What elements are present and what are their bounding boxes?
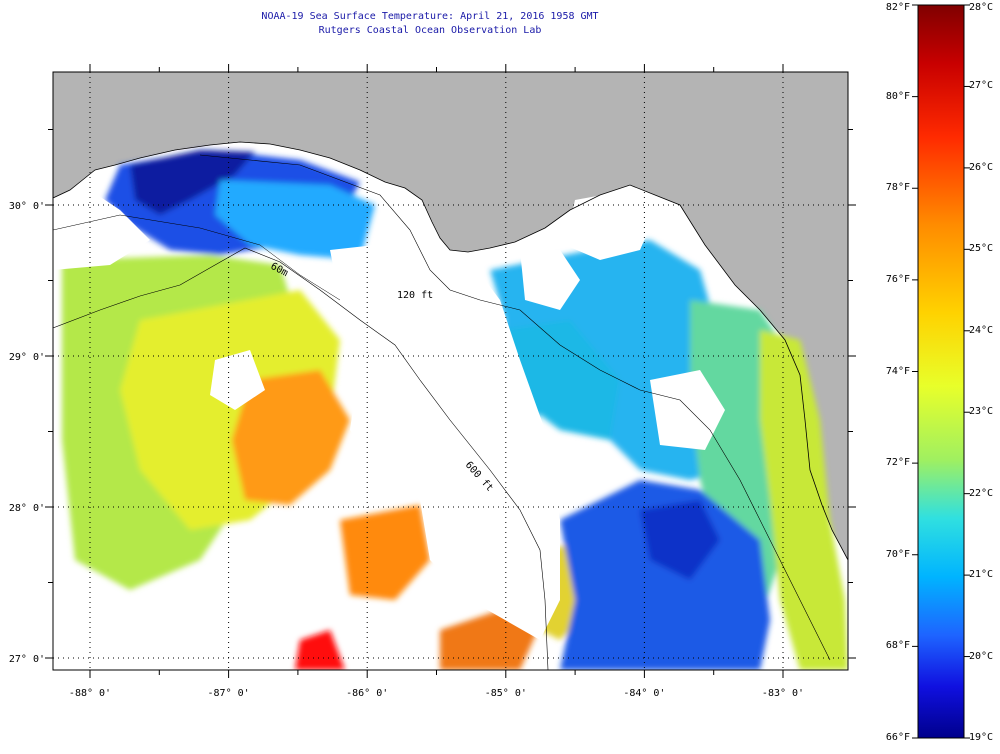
land bbox=[53, 72, 848, 560]
colorbar-f-label: 80°F bbox=[885, 90, 910, 102]
colorbar-f-label: 82°F bbox=[885, 2, 910, 13]
cloud-mask-east-bay bbox=[565, 190, 655, 260]
colorbar-c-label: 28°C bbox=[969, 2, 994, 13]
colorbar bbox=[917, 4, 965, 739]
lon-tick-label: -84° 0' bbox=[623, 688, 665, 699]
colorbar-c-label: 21°C bbox=[969, 569, 994, 581]
cloud-mask-center-small bbox=[210, 350, 265, 410]
sst-patch-orange-center bbox=[232, 370, 350, 505]
colorbar-f-label: 76°F bbox=[885, 273, 910, 285]
contour-label-120ft: 120 ft bbox=[397, 290, 433, 301]
map-border bbox=[52, 71, 849, 671]
sst-patch-cyan-shelf-mid bbox=[500, 320, 620, 440]
contour-line-outer bbox=[53, 214, 341, 301]
colorbar-f-label: 78°F bbox=[885, 182, 910, 194]
lon-tick-label: -83° 0' bbox=[762, 688, 804, 699]
colorbar-c-label: 20°C bbox=[969, 650, 994, 662]
colorbar-f-label: 68°F bbox=[885, 640, 910, 652]
cloud-mask-east-mid bbox=[650, 370, 725, 450]
lon-tick-label: -85° 0' bbox=[485, 688, 527, 699]
lat-tick-label: 30° 0' bbox=[9, 201, 45, 212]
lat-tick-label: 28° 0' bbox=[9, 503, 45, 514]
sst-patch-orange-sw bbox=[340, 505, 430, 600]
lon-tick-label: -88° 0' bbox=[69, 688, 111, 699]
colorbar-c-label: 19°C bbox=[969, 732, 994, 743]
sst-patch-darkblue-coast bbox=[130, 150, 255, 215]
lon-tick-label: -87° 0' bbox=[208, 688, 250, 699]
colorbar-f-label: 74°F bbox=[885, 365, 910, 377]
colorbar-c-label: 26°C bbox=[969, 161, 994, 173]
contour-line-deep bbox=[53, 247, 549, 670]
lon-tick-label: -86° 0' bbox=[346, 688, 388, 699]
sst-patch-yellowgreen-coast bbox=[760, 330, 848, 670]
lat-tick-label: 27° 0' bbox=[9, 654, 45, 665]
cloud-mask-ne-gap bbox=[520, 250, 580, 310]
colorbar-c-label: 27°C bbox=[969, 80, 994, 92]
colorbar-c-label: 22°C bbox=[969, 487, 994, 499]
chart-title: NOAA-19 Sea Surface Temperature: April 2… bbox=[261, 11, 599, 22]
cloud-mask-sw bbox=[53, 590, 280, 670]
colorbar-f-label: 72°F bbox=[885, 457, 910, 469]
contour-line-shallow bbox=[199, 154, 831, 661]
lat-tick-label: 29° 0' bbox=[9, 352, 45, 363]
colorbar-f-label: 70°F bbox=[885, 548, 910, 560]
sst-patch-red-south bbox=[295, 630, 345, 670]
colorbar-c-label: 23°C bbox=[969, 406, 994, 418]
sst-patch-darkblue-se bbox=[640, 500, 720, 580]
colorbar-f-label: 66°F bbox=[885, 732, 910, 743]
sst-patch-blue-se bbox=[560, 480, 770, 670]
colorbar-c-label: 24°C bbox=[969, 324, 994, 336]
chart-subtitle: Rutgers Coastal Ocean Observation Lab bbox=[318, 25, 542, 36]
sst-patch-cyan-nw bbox=[215, 180, 375, 260]
colorbar-c-label: 25°C bbox=[969, 243, 994, 255]
cloud-mask-west bbox=[53, 190, 150, 270]
coastline bbox=[53, 141, 848, 561]
